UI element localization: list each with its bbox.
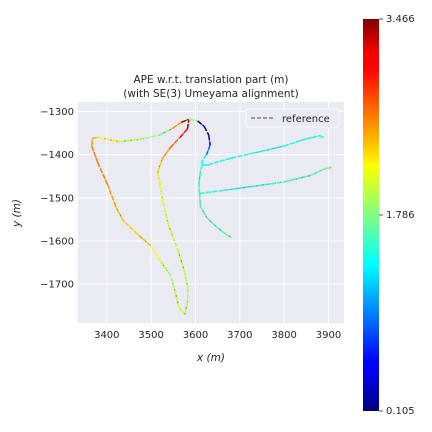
y-tick-label: −1600	[40, 236, 74, 247]
trajectory-segment	[97, 162, 109, 186]
trajectory-segment	[160, 261, 172, 276]
trajectory-segment	[198, 193, 202, 207]
colorbar-gradient	[363, 19, 379, 411]
chart-subtitle: (with SE(3) Umeyama alignment)	[123, 88, 298, 100]
tick-labels: 3400 3500 3600 3700 3800 3900 −1300 −1400 −1500 −…	[40, 107, 341, 341]
trajectory-segment	[137, 233, 151, 246]
trajectory-segment	[181, 118, 190, 123]
y-tick-label: −1700	[40, 280, 74, 291]
trajectory-segment	[91, 145, 99, 164]
trajectory-segment	[199, 164, 203, 173]
trajectory-segment	[223, 232, 232, 239]
trajectory-segment	[186, 120, 190, 129]
trajectory-segment	[122, 220, 139, 236]
chart-title: APE w.r.t. translation part (m)	[133, 74, 288, 86]
trajectory-segment	[169, 275, 177, 296]
trajectory-segment	[206, 216, 216, 227]
colorbar-label-min: 0.105	[386, 406, 415, 417]
trajectory-segment	[184, 302, 189, 315]
trajectory-layer	[90, 118, 332, 315]
trajectory-segment	[199, 206, 208, 218]
trajectory-segment	[197, 120, 205, 128]
trajectory-segment	[205, 144, 211, 155]
plot-area	[78, 102, 344, 323]
x-tick-label: 3900	[316, 330, 341, 341]
trajectory-segment	[157, 158, 163, 173]
trajectory-segment	[178, 307, 186, 315]
trajectory-segment	[179, 128, 189, 138]
trajectory-segment	[175, 294, 180, 309]
trajectory-segment	[158, 128, 173, 136]
trajectory-segment	[310, 167, 326, 177]
legend-box	[245, 108, 340, 128]
trajectory-segment	[98, 136, 120, 143]
trajectory-segment	[177, 249, 186, 272]
trajectory-segment	[149, 244, 162, 263]
trajectory-segment	[283, 174, 311, 183]
legend-reference-label: reference	[282, 114, 330, 125]
legend: reference	[245, 108, 340, 128]
trajectory-segment	[283, 138, 306, 147]
trajectory-segment	[161, 147, 171, 160]
grid	[78, 102, 344, 323]
trajectory-segment	[159, 184, 164, 203]
trajectory-segment	[230, 150, 263, 159]
trajectory-segment	[169, 136, 181, 149]
trajectory-segment	[90, 138, 94, 147]
trajectory-segment	[257, 181, 285, 187]
trajectory-segment	[207, 157, 232, 166]
trajectory-segment	[208, 135, 211, 146]
trajectory-segment	[231, 184, 258, 190]
trajectory-segment	[115, 206, 124, 222]
trajectory-segment	[320, 136, 324, 139]
y-tick-label: −1300	[40, 107, 74, 118]
x-tick-label: 3700	[227, 330, 252, 341]
trajectory-segment	[325, 166, 332, 170]
x-tick-label: 3800	[271, 330, 296, 341]
trajectory-segment	[305, 134, 320, 140]
trajectory-segment	[214, 225, 225, 234]
trajectory-segment	[138, 134, 160, 141]
trajectory-segment	[201, 154, 208, 161]
x-tick-label: 3500	[138, 330, 163, 341]
trajectory-segment	[171, 121, 182, 130]
reference-path-3	[198, 164, 332, 195]
x-tick-label: 3400	[94, 330, 119, 341]
trajectory-segment	[119, 138, 139, 143]
colorbar: 3.466 1.786 0.105	[363, 14, 415, 417]
trajectory-segment	[157, 171, 161, 186]
trajectory-segment	[203, 126, 210, 136]
colorbar-label-mid: 1.786	[386, 210, 415, 221]
trajectory-segment	[198, 171, 202, 183]
trajectory-segment	[106, 184, 117, 207]
y-tick-label: −1400	[40, 150, 74, 161]
trajectory-segment	[188, 118, 198, 122]
x-axis-label: x (m)	[196, 352, 225, 364]
y-tick-label: −1500	[40, 193, 74, 204]
trajectory-segment	[183, 271, 189, 289]
trajectory-segment	[162, 201, 169, 224]
trajectory-segment	[261, 145, 285, 152]
trajectory-segment	[199, 188, 232, 195]
y-axis-label: y (m)	[11, 199, 23, 228]
colorbar-label-max: 3.466	[386, 14, 415, 25]
x-tick-label: 3600	[183, 330, 208, 341]
trajectory-segment	[92, 136, 99, 140]
trajectory-segment	[167, 223, 179, 250]
